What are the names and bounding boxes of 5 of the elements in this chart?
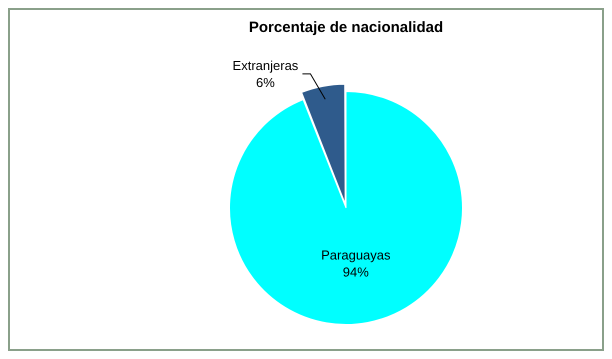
slice-label: Extranjeras [232, 58, 299, 73]
data-label: 6% [256, 74, 276, 90]
slice-label: Paraguayas [321, 247, 392, 262]
chart-title: Porcentaje de nacionalidad [248, 19, 444, 36]
data-label: 94% [342, 264, 370, 280]
